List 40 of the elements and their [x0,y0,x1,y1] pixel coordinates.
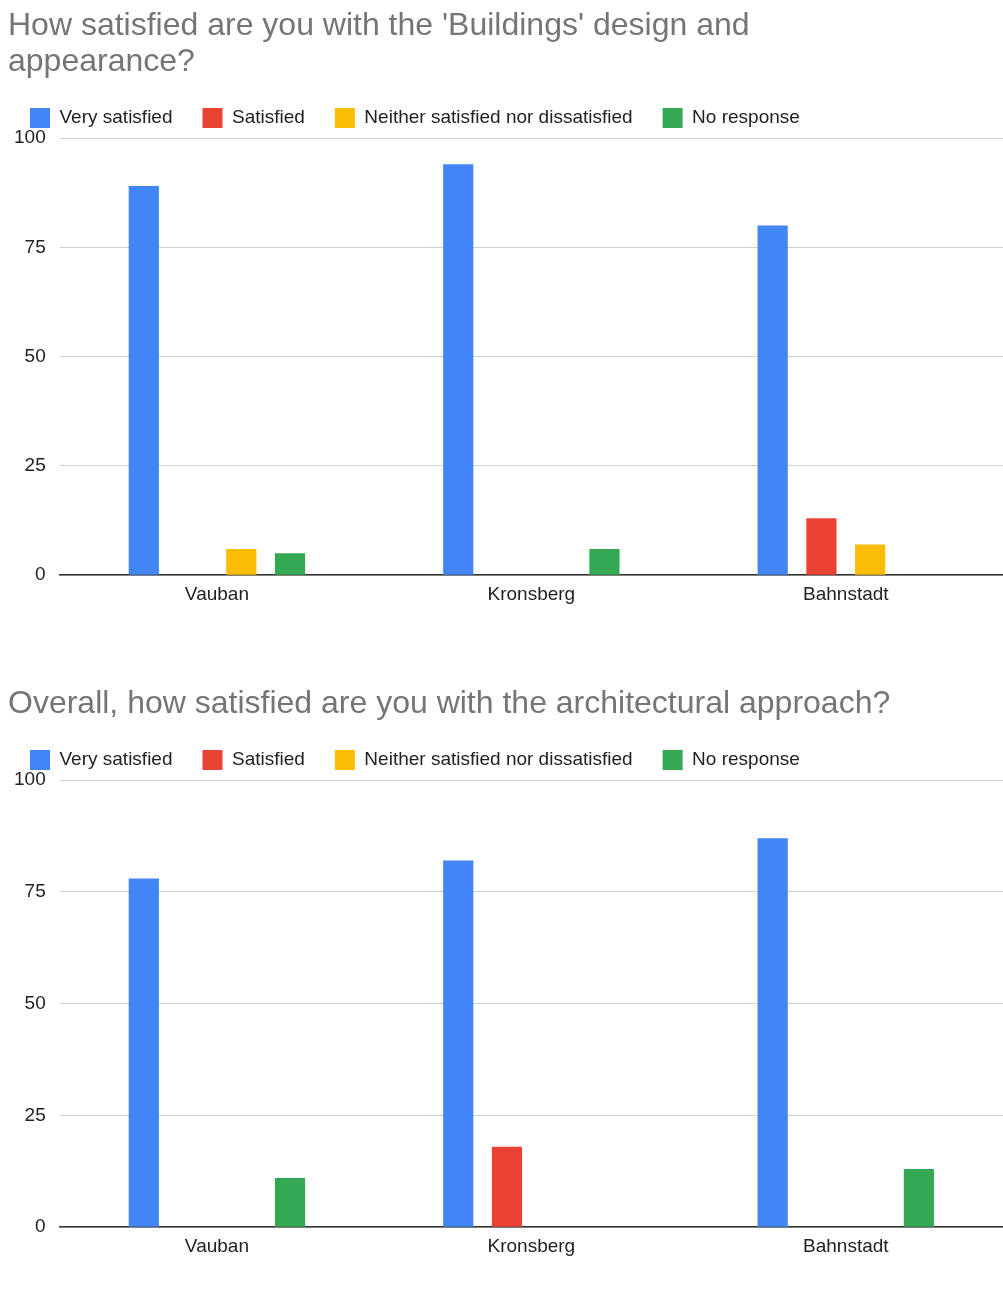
x-tick-label: Vauban [184,582,249,604]
bar [491,1146,523,1227]
bar [226,548,257,575]
bar [757,838,788,1227]
x-tick-label: Bahnstadt [802,582,890,604]
y-tick-label: 75 [24,235,46,257]
legend-label: No response [692,106,800,128]
chart-title: How satisfied are you with the 'Buildings' design and appearance? [7,5,751,78]
legend-label: Very satisfied [59,748,173,770]
y-tick-label: 50 [24,344,46,366]
bar [443,164,474,575]
legend-label: Neither satisfied nor dissatisfied [364,748,633,770]
bar [757,225,788,575]
y-tick-label: 0 [35,563,46,585]
legend-label: Satisfied [232,106,305,128]
bar [806,518,837,575]
bar [274,1178,306,1227]
bar [903,1169,934,1227]
chart-title: Overall, how satisfied are you with the architectural approach? [7,683,892,720]
y-tick-label: 100 [14,768,46,790]
x-tick-label: Vauban [184,1234,249,1256]
y-tick-label: 100 [14,126,46,148]
legend-label: Very satisfied [59,106,173,128]
legend-label: Satisfied [232,748,305,770]
bar [589,548,620,575]
y-tick-label: 75 [24,880,46,902]
y-tick-label: 0 [35,1215,46,1237]
y-tick-label: 25 [24,1103,46,1125]
y-tick-label: 50 [24,991,46,1013]
bar [128,186,159,575]
x-tick-label: Kronsberg [487,1234,576,1256]
x-tick-label: Kronsberg [487,582,576,604]
bar [128,878,159,1227]
bar [855,544,886,575]
legend-label: Neither satisfied nor dissatisfied [364,106,633,128]
bar [274,553,306,575]
x-tick-label: Bahnstadt [802,1234,890,1256]
bar [443,860,474,1227]
y-tick-label: 25 [24,454,46,476]
legend-label: No response [692,748,800,770]
